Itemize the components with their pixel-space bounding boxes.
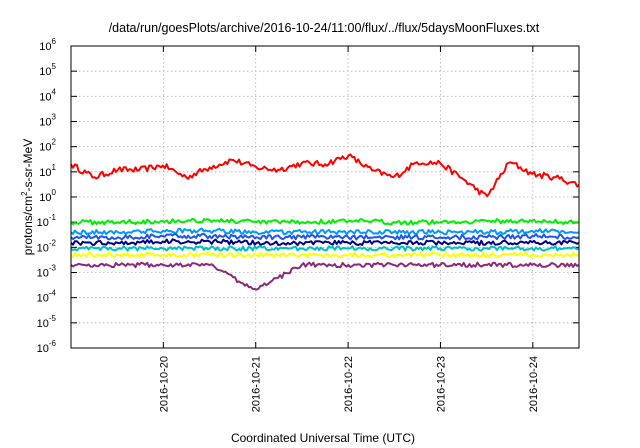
series-line-8 — [70, 261, 580, 291]
y-tick-label: 10-1 — [37, 213, 57, 229]
x-tick-labels: 2016-10-20 2016-10-21 2016-10-22 2016-10-23… — [158, 356, 539, 412]
y-tick-label: 104 — [39, 87, 56, 103]
series-line-1 — [70, 153, 580, 198]
series-line-5 — [70, 238, 580, 247]
x-tick-label: 2016-10-24 — [528, 356, 540, 412]
y-tick-label: 103 — [39, 113, 56, 129]
y-tick-label: 10-5 — [37, 314, 57, 330]
y-tick-label: 105 — [39, 62, 56, 78]
series-line-3 — [70, 227, 580, 236]
x-tick-label: 2016-10-22 — [343, 356, 355, 412]
y-tick-label: 102 — [39, 138, 56, 154]
x-tick-label: 2016-10-21 — [251, 356, 263, 412]
series-line-7 — [70, 251, 580, 259]
series-group — [70, 153, 580, 291]
y-tick-label: 106 — [39, 37, 56, 53]
chart-title: /data/run/goesPlots/archive/2016-10-24/1… — [109, 21, 540, 35]
y-tick-label: 10-6 — [37, 339, 57, 355]
x-tick-label: 2016-10-23 — [435, 356, 447, 412]
y-axis-title: protons/cm2-s-sr-MeV — [20, 139, 35, 255]
y-tick-labels: 10-6 10-5 10-4 10-3 10-2 10-1 100 101 102 103 104 1… — [37, 37, 57, 355]
y-tick-label: 10-2 — [37, 238, 57, 254]
series-line-4 — [70, 232, 580, 241]
y-tick-label: 101 — [39, 163, 56, 179]
series-line-2 — [70, 218, 580, 226]
y-tick-label: 10-4 — [37, 289, 57, 305]
x-tick-label: 2016-10-20 — [158, 356, 170, 412]
y-tick-label: 100 — [39, 188, 56, 204]
y-tick-label: 10-3 — [37, 264, 57, 280]
series-line-6 — [70, 245, 580, 252]
x-axis-title: Coordinated Universal Time (UTC) — [231, 431, 415, 445]
plot-frame — [70, 45, 580, 349]
